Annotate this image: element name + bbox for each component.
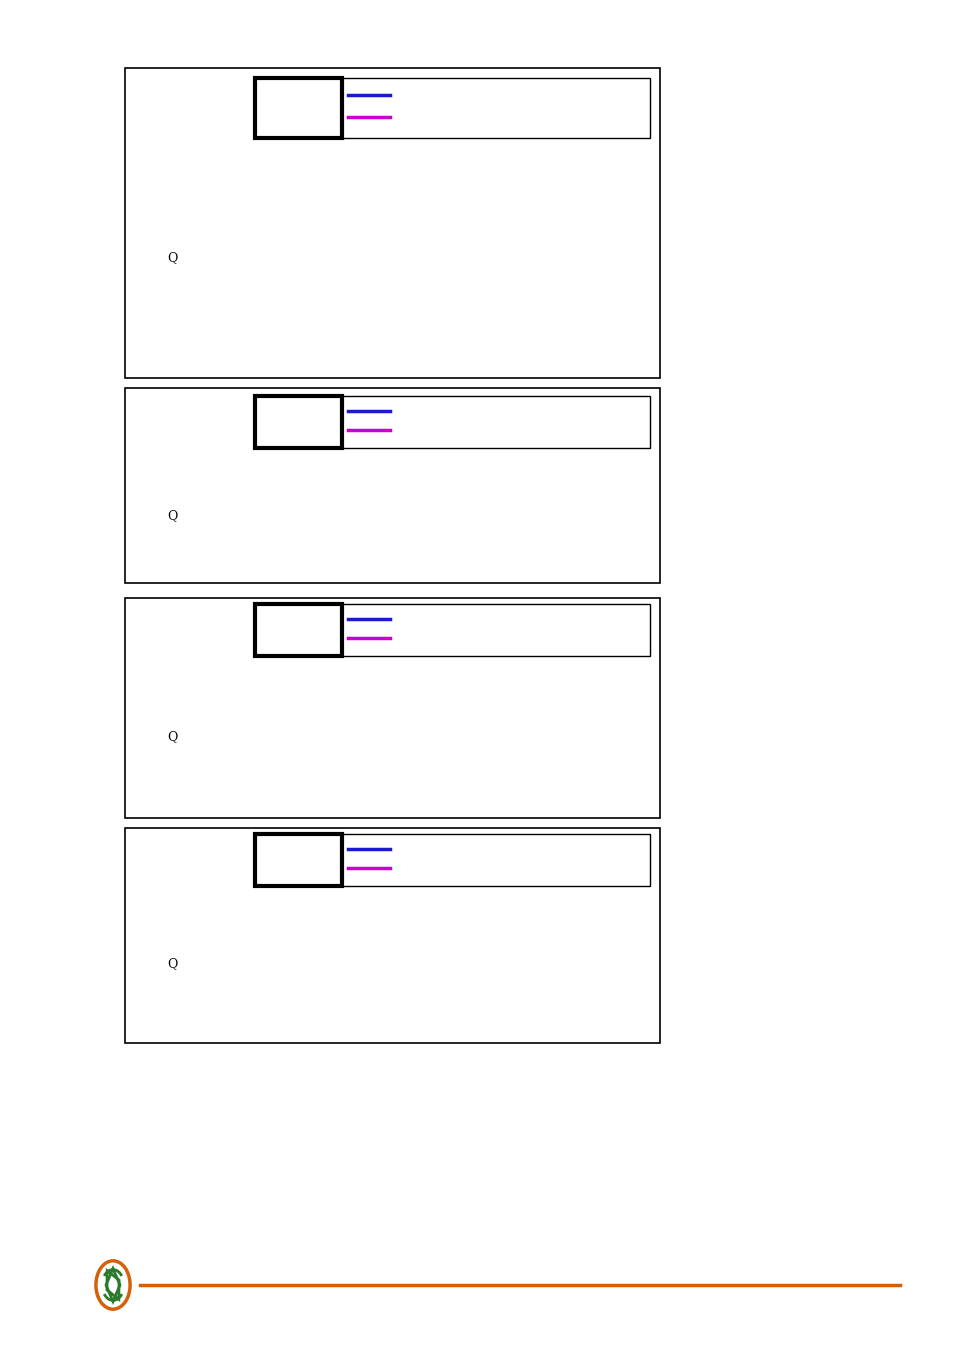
- Text: Q: Q: [167, 251, 177, 265]
- Text: Q: Q: [167, 509, 177, 523]
- Text: Q: Q: [167, 958, 177, 970]
- Text: Q: Q: [167, 730, 177, 743]
